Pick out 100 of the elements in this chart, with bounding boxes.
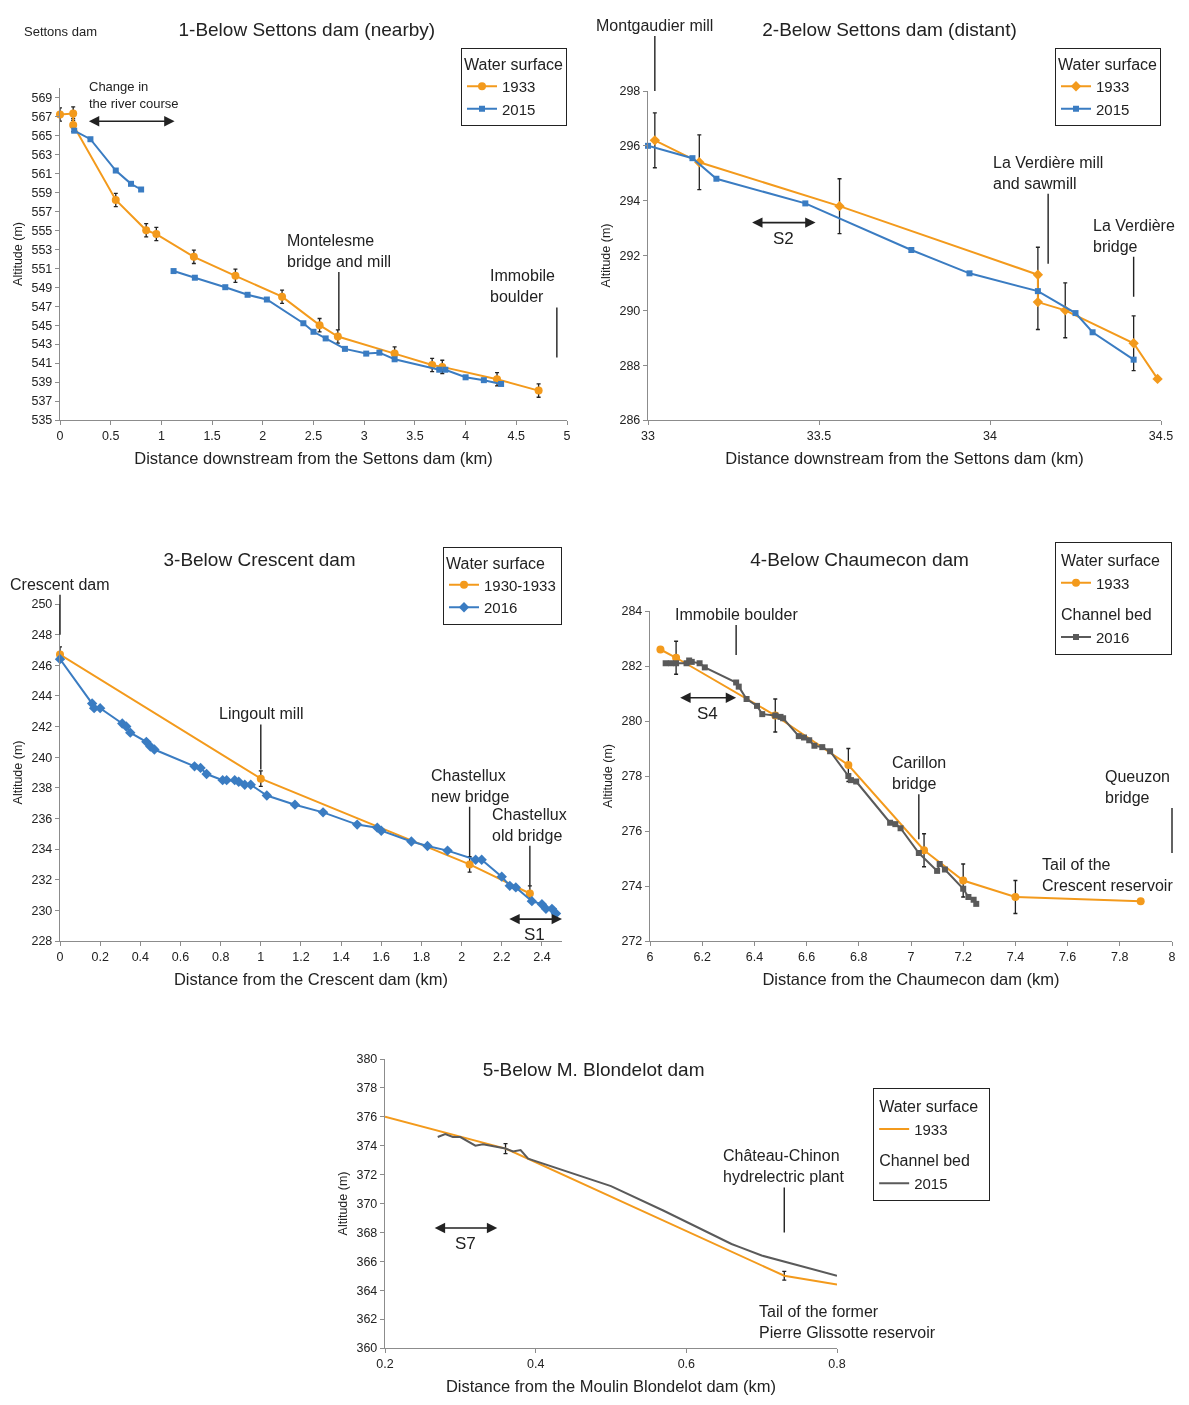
y-tick-label: 545 (31, 318, 53, 333)
point (934, 867, 941, 874)
annotation: Immobile boulder (490, 267, 556, 305)
x-tick-label: 0.4 (131, 950, 150, 965)
x-axis-title: Distance from the Crescent dam (km) (173, 970, 449, 989)
x-tick-label: 3 (360, 429, 368, 444)
text: Water surface (1061, 551, 1160, 569)
point (54, 653, 66, 665)
y-axis-title: Altitude (m) (598, 223, 613, 288)
annotation: Immobile boulder (675, 606, 799, 623)
annotation: Château-Chinon hydrelectric plant (723, 1147, 845, 1185)
x-axis-title: Distance from the Chaumecon dam (km) (762, 970, 1060, 989)
chart-title: 2-Below Settons dam (distant) (762, 19, 1017, 41)
point (941, 866, 948, 873)
annotation: La Verdière bridge (1093, 217, 1175, 255)
x-tick-label: 1.8 (412, 950, 431, 965)
x-axis-title: Distance downstream from the Settons dam (km) (725, 449, 1084, 468)
x-tick-label: 6 (646, 950, 654, 965)
point (806, 737, 813, 744)
point (189, 252, 198, 261)
point (289, 799, 301, 810)
legend-label: 1933 (914, 1120, 948, 1138)
y-tick-label: 553 (31, 242, 53, 257)
point (351, 819, 363, 830)
y-tick-label: 228 (31, 934, 53, 949)
x-tick-label: 2.2 (493, 950, 511, 965)
point (1072, 310, 1079, 317)
point (191, 274, 198, 281)
y-tick-label: 366 (356, 1254, 378, 1269)
point (834, 200, 845, 212)
point (735, 683, 742, 690)
text: Water surface (879, 1098, 979, 1116)
point (696, 660, 703, 667)
x-tick-label: 33 (641, 429, 655, 444)
x-tick-label: 2 (458, 950, 466, 965)
point (376, 349, 383, 356)
x-tick-label: 0.8 (211, 950, 230, 965)
point (201, 768, 212, 780)
point (965, 894, 972, 900)
annotation: Change in the river course (89, 79, 179, 111)
point (1136, 897, 1145, 906)
y-tick-label: 242 (31, 719, 53, 734)
point (1034, 288, 1041, 295)
y-tick-label: 284 (621, 604, 643, 619)
point (1089, 329, 1096, 336)
point (1032, 269, 1044, 280)
point (442, 845, 453, 856)
x-tick-label: 0.6 (677, 1357, 696, 1372)
y-tick-label: 234 (31, 842, 53, 857)
y-tick-label: 561 (31, 166, 53, 181)
text: Crescent dam (10, 576, 110, 593)
point (498, 380, 505, 387)
text: Channel bed (879, 1152, 970, 1170)
y-tick-label: 274 (621, 879, 643, 894)
point (1152, 373, 1163, 385)
y-tick-label: 288 (619, 358, 641, 373)
y-tick-label: 551 (31, 261, 53, 276)
chart-title: 5-Below M. Blondelot dam (482, 1059, 705, 1081)
point (170, 268, 177, 275)
point (844, 761, 853, 769)
x-tick-label: 6.8 (850, 950, 868, 965)
y-tick-label: 230 (31, 903, 53, 918)
y-tick-label: 282 (621, 659, 643, 674)
text: Montgaudier mill (596, 17, 714, 34)
point (222, 284, 229, 291)
y-tick-label: 244 (31, 689, 53, 704)
point (376, 825, 387, 836)
point (261, 790, 273, 801)
y-tick-label: 290 (619, 303, 641, 318)
x-tick-label: 7.2 (954, 950, 972, 965)
annotation: Lingoult mill (219, 705, 304, 722)
point (231, 271, 240, 280)
x-tick-label: 1 (157, 429, 165, 444)
text: Settons dam (24, 24, 97, 39)
y-tick-label: 294 (619, 194, 641, 209)
x-tick-label: 0.8 (828, 1357, 846, 1372)
point (87, 136, 94, 143)
chart-title: 1-Below Settons dam (nearby) (178, 19, 436, 41)
y-axis-title: Altitude (m) (600, 744, 615, 808)
y-tick-label: 557 (31, 204, 53, 219)
y-tick-label: 236 (31, 811, 53, 826)
y-tick-label: 232 (31, 873, 53, 888)
x-tick-label: 1.4 (332, 950, 350, 965)
point (310, 328, 317, 335)
y-tick-label: 280 (621, 714, 643, 729)
point (959, 876, 968, 885)
point (436, 366, 443, 373)
x-tick-label: 0.5 (102, 429, 120, 444)
x-tick-label: 8 (1168, 950, 1176, 965)
point (713, 175, 720, 182)
y-tick-label: 248 (31, 628, 53, 643)
point (973, 900, 980, 907)
point (526, 895, 538, 907)
annotation: S1 (524, 925, 545, 944)
y-axis-title: Altitude (m) (335, 1171, 350, 1236)
point (462, 374, 469, 381)
point (673, 660, 680, 667)
y-tick-label: 238 (31, 781, 53, 796)
annotation: S2 (773, 229, 794, 248)
point (853, 778, 860, 785)
